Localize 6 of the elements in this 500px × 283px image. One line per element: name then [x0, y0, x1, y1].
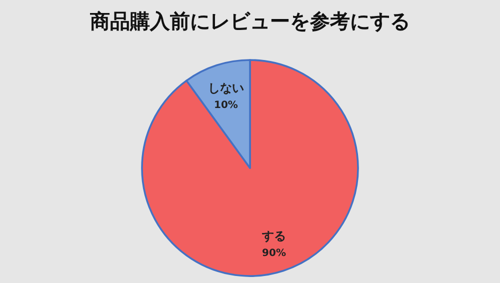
- data-label: 90%: [262, 248, 286, 259]
- pie-slice: [141, 59, 359, 277]
- chart-title: 商品購入前にレビューを参考にする: [89, 9, 410, 33]
- slice-label: する: [261, 228, 286, 243]
- data-label: 10%: [214, 100, 238, 112]
- slice-label: しない: [208, 81, 244, 96]
